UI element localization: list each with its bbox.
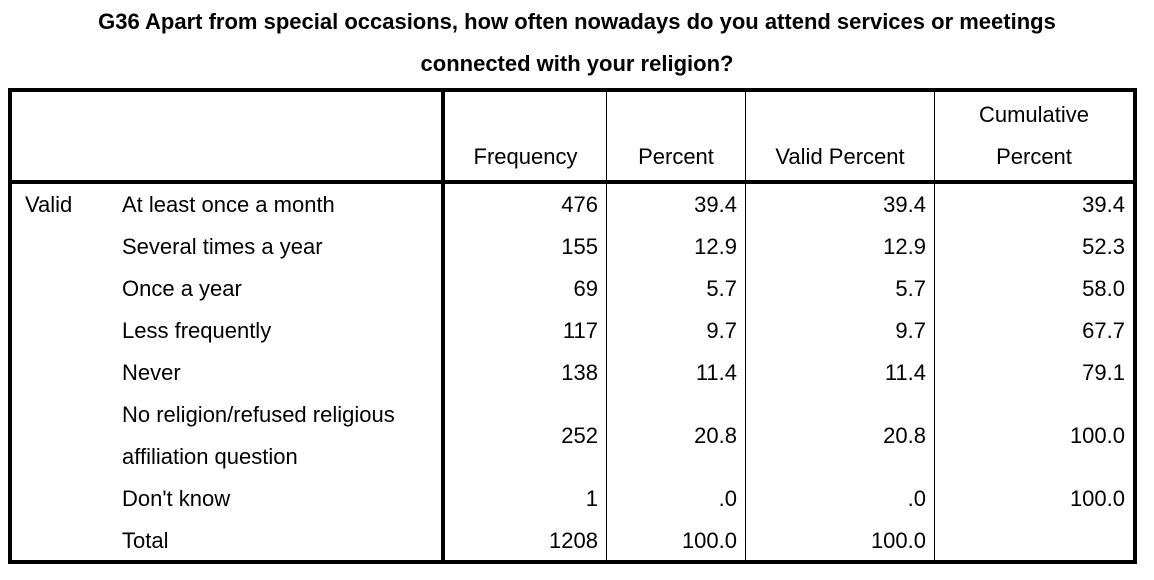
cell-valid-percent: 100.0: [870, 528, 926, 553]
cell-valid-percent: 39.4: [883, 192, 926, 217]
cell-frequency: 476: [561, 192, 598, 217]
cell-cumulative-percent: 58.0: [1082, 276, 1125, 301]
cell-percent: .0: [718, 486, 737, 511]
header-frequency: Frequency: [473, 144, 578, 169]
header-percent: Percent: [638, 144, 714, 169]
row-label: Don't know: [122, 486, 231, 511]
frequency-table: Frequency Percent Valid Percent Cumulati…: [8, 88, 1137, 564]
cell-cumulative-percent: 79.1: [1082, 360, 1125, 385]
cell-valid-percent: 5.7: [895, 276, 926, 301]
cell-frequency: 117: [562, 318, 598, 343]
cell-frequency: 69: [573, 276, 598, 301]
header-cumulative-percent-line-2: Percent: [996, 144, 1072, 169]
header-valid-percent: Valid Percent: [775, 144, 905, 169]
row-label-line-2: affiliation question: [122, 444, 298, 469]
cell-cumulative-percent: 100.0: [1069, 423, 1125, 448]
cell-valid-percent: 9.7: [895, 318, 926, 343]
column-divider: [745, 92, 746, 560]
row-label-divider: [441, 92, 445, 560]
cell-percent: 20.8: [694, 423, 737, 448]
header-divider: [12, 180, 1133, 184]
cell-cumulative-percent: 39.4: [1082, 192, 1125, 217]
header-cumulative-percent-line-1: Cumulative: [978, 102, 1090, 127]
cell-valid-percent: 11.4: [884, 360, 926, 385]
cell-percent: 9.7: [706, 318, 737, 343]
row-label: Less frequently: [122, 318, 272, 343]
cell-percent: 12.9: [694, 234, 737, 259]
cell-frequency: 138: [561, 360, 598, 385]
cell-valid-percent: 20.8: [883, 423, 926, 448]
cell-percent: 11.4: [695, 360, 737, 385]
cell-percent: 39.4: [694, 192, 737, 217]
row-label: Never: [122, 360, 181, 385]
cell-valid-percent: .0: [907, 486, 926, 511]
table-title-line-2: connected with your religion?: [420, 51, 734, 76]
cell-percent: 5.7: [706, 276, 737, 301]
column-divider: [606, 92, 607, 560]
row-label-line-1: No religion/refused religious: [122, 402, 395, 427]
cell-frequency: 155: [561, 234, 598, 259]
cell-percent: 100.0: [681, 528, 737, 553]
table-title-line-1: G36 Apart from special occasions, how of…: [98, 9, 1056, 34]
row-label: At least once a month: [122, 192, 335, 217]
cell-frequency: 252: [561, 423, 598, 448]
row-label: Several times a year: [122, 234, 323, 259]
group-label-valid: Valid: [25, 192, 73, 217]
cell-valid-percent: 12.9: [883, 234, 926, 259]
cell-frequency: 1208: [549, 528, 598, 553]
cell-cumulative-percent: 100.0: [1069, 486, 1125, 511]
row-label: Once a year: [122, 276, 242, 301]
cell-frequency: 1: [585, 486, 598, 511]
column-divider: [934, 92, 935, 560]
cell-cumulative-percent: 67.7: [1082, 318, 1125, 343]
cell-cumulative-percent: 52.3: [1082, 234, 1125, 259]
row-label-total: Total: [122, 528, 169, 553]
